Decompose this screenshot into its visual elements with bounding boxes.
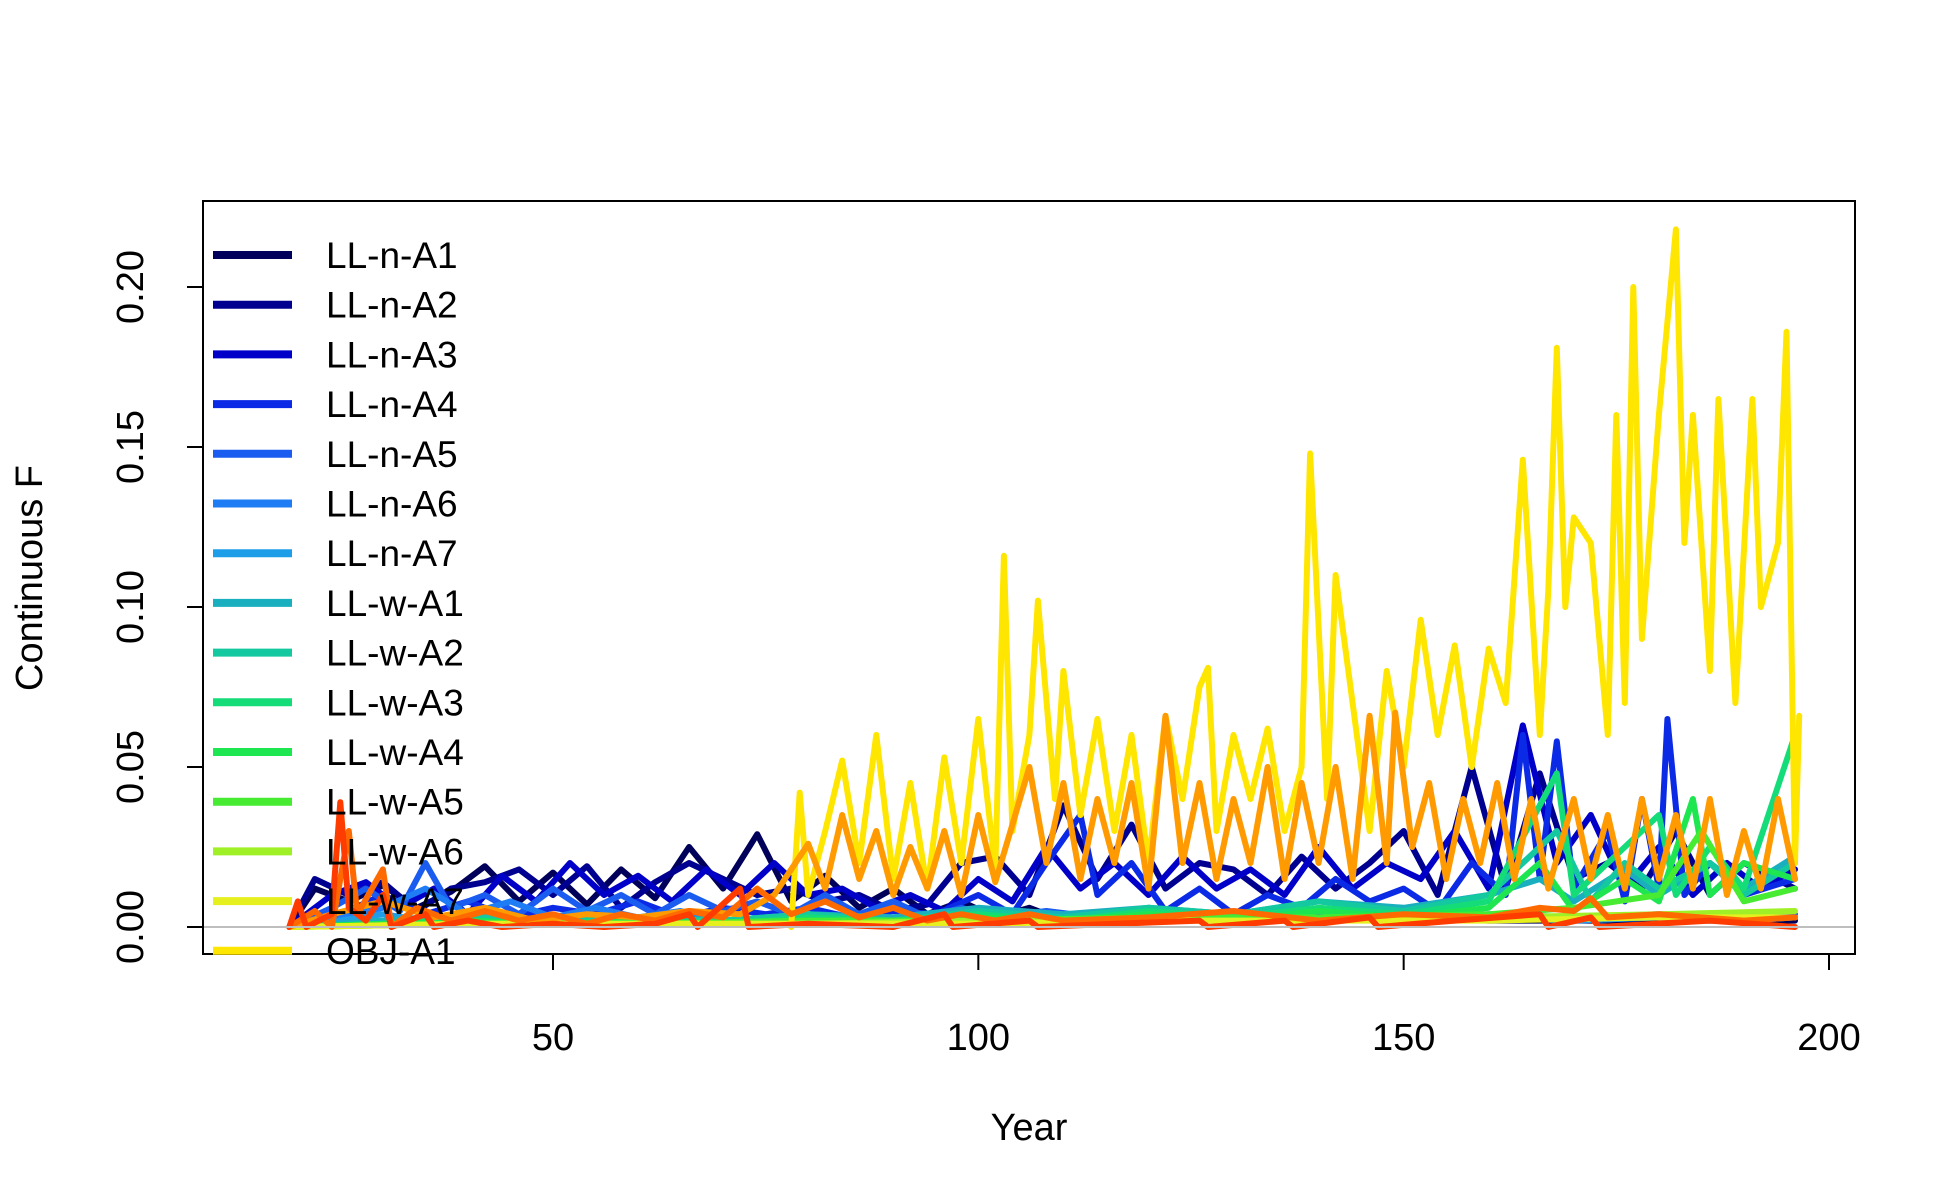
legend-label: LL-w-A3 bbox=[326, 682, 464, 723]
legend-label: LL-n-A3 bbox=[326, 334, 458, 375]
legend-item: LL-w-A5 bbox=[213, 782, 464, 823]
x-tick-label: 200 bbox=[1797, 1017, 1860, 1059]
legend-item: LL-w-A3 bbox=[213, 682, 464, 723]
y-tick-label: 0.20 bbox=[110, 250, 152, 324]
x-tick-label: 50 bbox=[532, 1017, 574, 1059]
legend-item: LL-w-A4 bbox=[213, 732, 464, 773]
legend-label: LL-n-A7 bbox=[326, 533, 458, 574]
legend-label: LL-w-A2 bbox=[326, 633, 464, 674]
x-tick-label: 100 bbox=[947, 1017, 1010, 1059]
y-axis-label: Continuous F bbox=[9, 465, 51, 691]
y-tick-label: 0.05 bbox=[110, 730, 152, 804]
legend-label: LL-n-A1 bbox=[326, 235, 458, 276]
legend-item: LL-n-A1 bbox=[213, 235, 458, 276]
legend-item: LL-n-A4 bbox=[213, 384, 458, 425]
series-line-4 bbox=[286, 716, 1798, 930]
legend-item: OBJ-A1 bbox=[213, 931, 456, 972]
legend-item: LL-w-A6 bbox=[213, 831, 464, 872]
legend-label: LL-n-A5 bbox=[326, 434, 458, 475]
legend-label: LL-w-A4 bbox=[326, 732, 464, 773]
x-axis-label: Year bbox=[991, 1107, 1068, 1149]
legend-label: LL-w-A1 bbox=[326, 583, 464, 624]
legend-item: LL-w-A2 bbox=[213, 633, 464, 674]
legend-label: LL-w-A6 bbox=[326, 831, 464, 872]
legend-label: LL-n-A2 bbox=[326, 285, 458, 326]
legend-item: LL-n-A2 bbox=[213, 285, 458, 326]
legend-label: LL-w-A7 bbox=[326, 881, 464, 922]
legend-label: LL-n-A6 bbox=[326, 484, 458, 525]
legend-item: LL-w-A7 bbox=[213, 881, 464, 922]
legend-label: LL-w-A5 bbox=[326, 782, 464, 823]
legend-item: LL-n-A6 bbox=[213, 484, 458, 525]
legend-label: LL-n-A4 bbox=[326, 384, 458, 425]
y-tick-label: 0.00 bbox=[110, 890, 152, 964]
legend-item: LL-n-A5 bbox=[213, 434, 458, 475]
legend: LL-n-A1 LL-n-A2 LL-n-A3 LL-n-A4 LL-n-A5 LL-n-… bbox=[213, 235, 464, 972]
legend-label: OBJ-A1 bbox=[326, 931, 456, 972]
x-axis: 50 100 150 200 bbox=[532, 953, 1861, 1059]
y-axis: 0.00 0.05 0.10 0.15 0.20 bbox=[110, 250, 204, 964]
legend-item: LL-w-A1 bbox=[213, 583, 464, 624]
series-line-18 bbox=[286, 799, 1798, 930]
y-tick-label: 0.15 bbox=[110, 410, 152, 484]
legend-item: LL-n-A7 bbox=[213, 533, 458, 574]
series-layer bbox=[286, 226, 1803, 930]
legend-item: LL-n-A3 bbox=[213, 334, 458, 375]
series-line-16 bbox=[286, 709, 1798, 930]
y-tick-label: 0.10 bbox=[110, 570, 152, 644]
x-tick-label: 150 bbox=[1372, 1017, 1435, 1059]
